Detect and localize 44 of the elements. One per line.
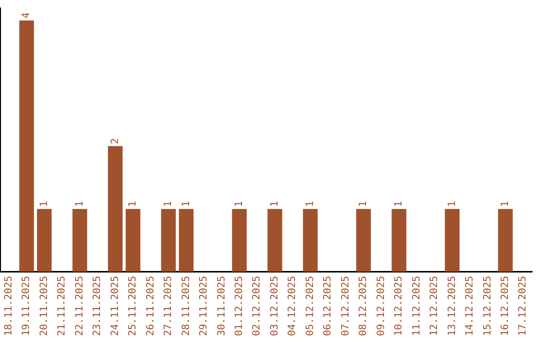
data-label: 1 xyxy=(234,200,245,207)
x-tick-label: 30.11.2025 xyxy=(216,276,228,336)
x-tick-label: 07.12.2025 xyxy=(340,276,352,336)
data-label: 1 xyxy=(180,200,192,207)
x-tick-label: 20.11.2025 xyxy=(38,276,50,336)
x-tick-label: 03.12.2025 xyxy=(269,276,280,336)
x-tick-label: 29.11.2025 xyxy=(198,276,210,336)
x-tick-label: 21.11.2025 xyxy=(56,276,68,336)
x-tick-label: 06.12.2025 xyxy=(322,276,334,336)
data-label: 1 xyxy=(38,200,50,207)
x-tick-label: 12.12.2025 xyxy=(429,276,440,336)
data-label: 1 xyxy=(128,200,139,207)
x-tick-label: 28.11.2025 xyxy=(180,276,192,336)
data-label: 4 xyxy=(21,12,32,19)
data-label: 1 xyxy=(163,200,174,207)
x-tick-label: 25.11.2025 xyxy=(128,276,139,336)
x-tick-label: 16.12.2025 xyxy=(500,276,511,336)
data-label: 1 xyxy=(500,200,511,207)
x-tick-label: 11.12.2025 xyxy=(411,276,422,336)
x-tick-label: 09.12.2025 xyxy=(376,276,387,336)
x-tick-label: 27.11.2025 xyxy=(163,276,174,336)
x-tick-label: 24.11.2025 xyxy=(110,276,121,336)
x-tick-label: 08.12.2025 xyxy=(358,276,370,336)
x-tick-label: 17.12.2025 xyxy=(518,276,529,336)
data-label: 1 xyxy=(394,200,405,207)
x-tick-label: 13.12.2025 xyxy=(446,276,458,336)
data-label: 1 xyxy=(446,200,458,207)
data-label: 1 xyxy=(304,200,316,207)
x-tick-label: 01.12.2025 xyxy=(234,276,245,336)
x-tick-label: 04.12.2025 xyxy=(287,276,298,336)
x-tick-label: 23.11.2025 xyxy=(92,276,104,336)
data-label: 1 xyxy=(269,200,280,207)
x-tick-label: 10.12.2025 xyxy=(394,276,405,336)
x-tick-label: 22.11.2025 xyxy=(74,276,86,336)
data-label: 1 xyxy=(74,200,86,207)
x-tick-label: 15.12.2025 xyxy=(482,276,494,336)
x-tick-label: 05.12.2025 xyxy=(304,276,316,336)
x-tick-label: 14.12.2025 xyxy=(464,276,476,336)
data-label: 1 xyxy=(358,200,370,207)
x-tick-label: 02.12.2025 xyxy=(252,276,263,336)
x-tick-label: 19.11.2025 xyxy=(21,276,32,336)
data-label: 2 xyxy=(110,138,121,144)
x-tick-label: 18.11.2025 xyxy=(3,276,14,336)
x-tick-label: 26.11.2025 xyxy=(145,276,156,336)
